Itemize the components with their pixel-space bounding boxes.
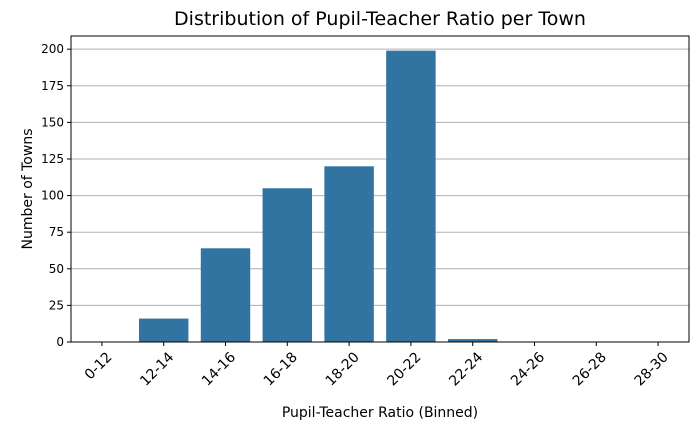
x-tick-label: 18-20 xyxy=(323,349,363,389)
y-tick-label: 75 xyxy=(49,225,64,239)
y-tick-label: 0 xyxy=(56,335,64,349)
y-tick-label: 175 xyxy=(41,79,64,93)
y-gridlines xyxy=(71,48,689,343)
bar-12-14 xyxy=(138,318,189,342)
bar-20-22 xyxy=(386,50,436,343)
x-tick-label: 20-22 xyxy=(384,349,424,389)
bar-18-20 xyxy=(324,166,374,342)
x-tick-label: 12-14 xyxy=(137,349,177,389)
x-axis-label: Pupil-Teacher Ratio (Binned) xyxy=(282,405,478,421)
x-tick-label: 24-26 xyxy=(508,349,548,389)
y-axis-label: Number of Towns xyxy=(20,129,36,250)
y-tick-label: 25 xyxy=(49,298,64,312)
x-tick-label: 16-18 xyxy=(261,349,301,389)
x-tick-label: 26-28 xyxy=(570,349,610,389)
bar-16-18 xyxy=(262,188,313,342)
y-tick-label: 100 xyxy=(41,189,64,203)
chart-title: Distribution of Pupil-Teacher Ratio per … xyxy=(174,8,586,30)
x-tick-label: 14-16 xyxy=(199,349,239,389)
bars xyxy=(138,50,498,343)
y-tick-label: 150 xyxy=(41,115,64,129)
bar-22-24 xyxy=(447,339,498,342)
plot-frame xyxy=(70,35,690,343)
y-tick-label: 125 xyxy=(41,152,64,166)
x-tick-label: 0-12 xyxy=(82,349,116,383)
x-axis-ticks: 0-12 12-14 14-16 16-18 18-20 20-22 22-24 24-26 2… xyxy=(82,342,672,389)
x-tick-label: 22-24 xyxy=(446,349,486,389)
y-tick-label: 50 xyxy=(49,262,64,276)
y-axis-ticks: 0 25 50 75 100 125 150 175 200 xyxy=(41,42,71,349)
bar-14-16 xyxy=(200,248,251,342)
x-tick-label: 28-30 xyxy=(632,349,672,389)
y-tick-label: 200 xyxy=(41,42,64,56)
